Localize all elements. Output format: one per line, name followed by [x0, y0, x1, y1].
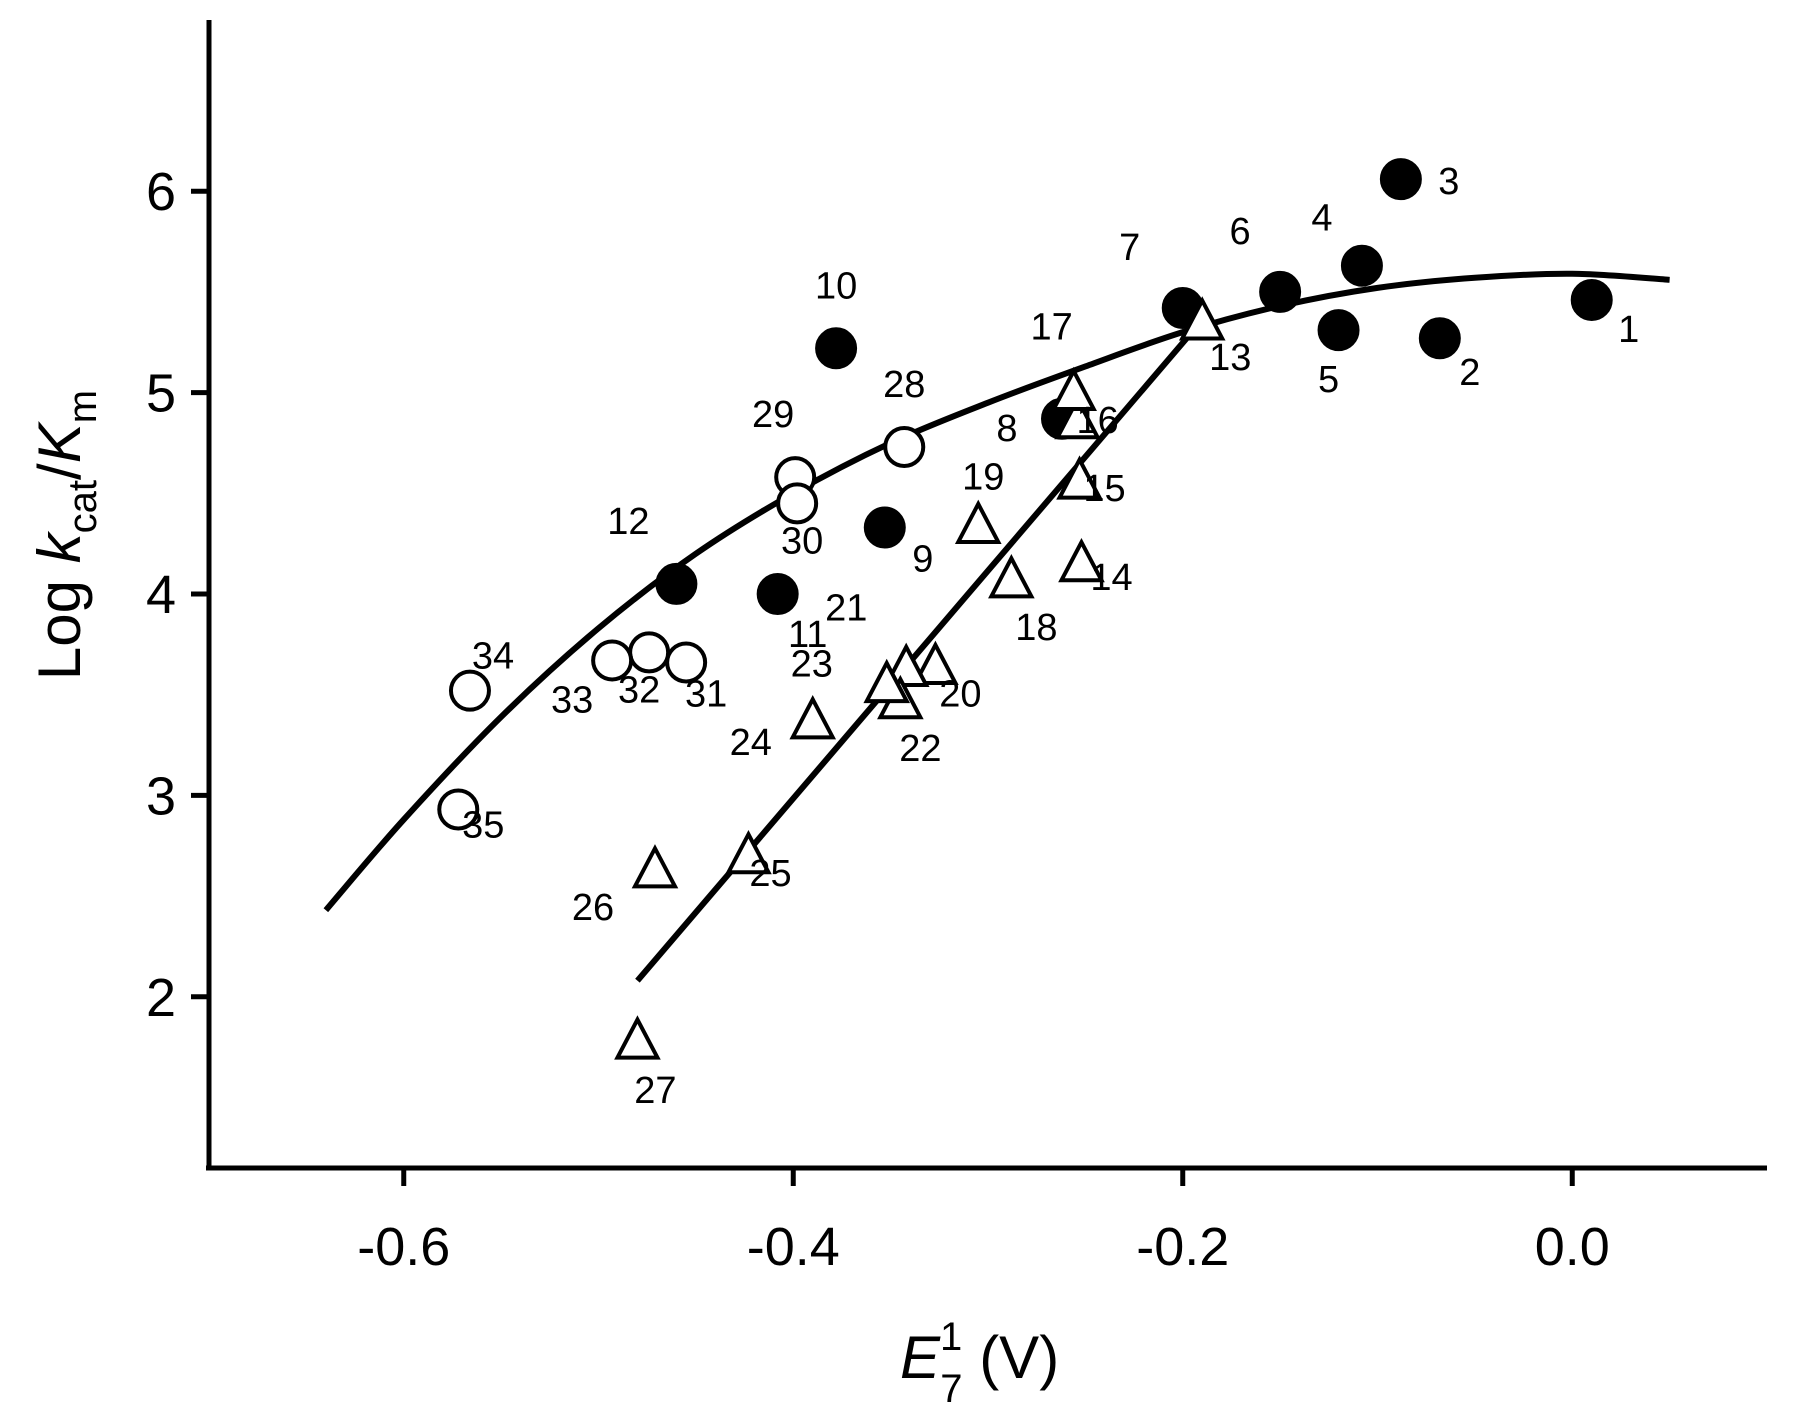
open-circle-point [883, 425, 926, 468]
open-triangle-point [631, 844, 679, 889]
filled-circle-point [815, 327, 858, 370]
open-triangle-point [725, 829, 772, 875]
point-label: 8 [996, 408, 1017, 450]
filled-circle-point [1340, 244, 1383, 287]
open-triangle-point [912, 640, 959, 685]
open-triangle-point [1050, 366, 1098, 412]
filled-circle-point [1259, 270, 1302, 313]
y-tick-label: 4 [146, 565, 176, 625]
open-circle-point [437, 788, 480, 831]
point-label: 7 [1119, 227, 1140, 269]
open-circle-point [628, 631, 671, 674]
open-circle-point [776, 482, 819, 525]
open-triangle-point [882, 642, 930, 687]
y-tick-label: 3 [146, 766, 176, 826]
point-label: 23 [791, 644, 833, 686]
y-title-K: K [26, 420, 93, 463]
y-tick-label: 5 [146, 364, 176, 424]
y-tick-label: 2 [146, 968, 176, 1028]
point-label: 35 [462, 805, 504, 847]
point-labels: 1234567891011121314151617181920212223242… [462, 161, 1639, 1112]
open-triangle-point [988, 554, 1035, 599]
point-label: 2 [1459, 352, 1480, 394]
point-label: 12 [607, 501, 649, 543]
point-label: 10 [815, 265, 857, 307]
open-triangle-point [1054, 394, 1101, 440]
point-label: 27 [634, 1070, 676, 1112]
point-label: 5 [1318, 359, 1339, 401]
point-label: 32 [618, 669, 660, 711]
x-tick-label: -0.6 [357, 1217, 450, 1277]
x-ticks: -0.6 -0.4 -0.2 0.0 [357, 1168, 1610, 1277]
y-title-prefix: Log [26, 563, 93, 680]
point-label: 20 [939, 674, 981, 716]
filled-circle-point [1317, 309, 1360, 352]
point-label: 9 [912, 539, 933, 581]
point-label: 26 [572, 887, 614, 929]
filled-circle-point [1418, 317, 1461, 360]
point-label: 4 [1311, 198, 1332, 240]
x-title-sub: 7 [940, 1367, 962, 1410]
y-title-k: k [26, 530, 93, 563]
point-label: 13 [1209, 337, 1251, 379]
open-circle-point [591, 639, 634, 682]
y-tick-label: 6 [146, 162, 176, 222]
x-axis-title: E1 7 (V) [900, 1315, 1059, 1410]
point-label: 33 [551, 679, 593, 721]
point-label: 22 [899, 728, 941, 770]
point-label: 31 [685, 673, 727, 715]
point-label: 6 [1230, 211, 1251, 253]
curve-fit [323, 270, 1670, 913]
point-label: 30 [781, 520, 823, 562]
open-triangle-point [1178, 296, 1226, 341]
point-label: 18 [1015, 607, 1057, 649]
point-label: 15 [1083, 468, 1125, 510]
x-title-main: E [900, 1324, 941, 1391]
point-label: 28 [883, 364, 925, 406]
open-triangle-point [1058, 537, 1105, 583]
open-triangle-point [954, 499, 1002, 544]
point-label: 25 [749, 853, 791, 895]
point-label: 24 [730, 722, 772, 764]
x-tick-label: -0.4 [747, 1217, 840, 1277]
point-label: 11 [788, 614, 827, 656]
open-triangle-point [614, 1015, 661, 1060]
axes [206, 20, 1767, 1171]
open-triangle-point [863, 658, 911, 704]
filled-circle-point [756, 573, 799, 615]
open-triangle-point [1056, 455, 1103, 500]
open-circle-point [448, 669, 491, 712]
y-title-cat: cat [61, 480, 105, 533]
x-tick-label: 0.0 [1535, 1217, 1610, 1277]
x-title-sup: 1 [940, 1315, 962, 1359]
point-label: 34 [472, 636, 514, 678]
point-label: 29 [752, 394, 794, 436]
x-title-unit: (V) [963, 1324, 1060, 1391]
y-title-m: m [61, 390, 105, 423]
filled-circle-point [863, 506, 906, 549]
y-title-slash: / [26, 463, 93, 480]
filled-circle-point [1379, 158, 1422, 201]
filled-circle-point [655, 562, 698, 605]
point-label: 16 [1076, 400, 1118, 442]
point-label: 14 [1090, 557, 1132, 599]
data-points [437, 158, 1613, 1060]
point-label: 1 [1618, 309, 1639, 351]
point-label: 3 [1438, 161, 1459, 203]
open-triangle-point [789, 695, 837, 740]
y-axis-title: Log kcat/Km [26, 390, 105, 680]
point-label: 19 [962, 457, 1004, 499]
filled-circle-point [1570, 278, 1613, 321]
point-label: 21 [825, 588, 867, 630]
y-ticks: 2 3 4 5 6 [146, 162, 209, 1028]
x-tick-label: -0.2 [1136, 1217, 1229, 1277]
point-label: 17 [1031, 307, 1073, 349]
